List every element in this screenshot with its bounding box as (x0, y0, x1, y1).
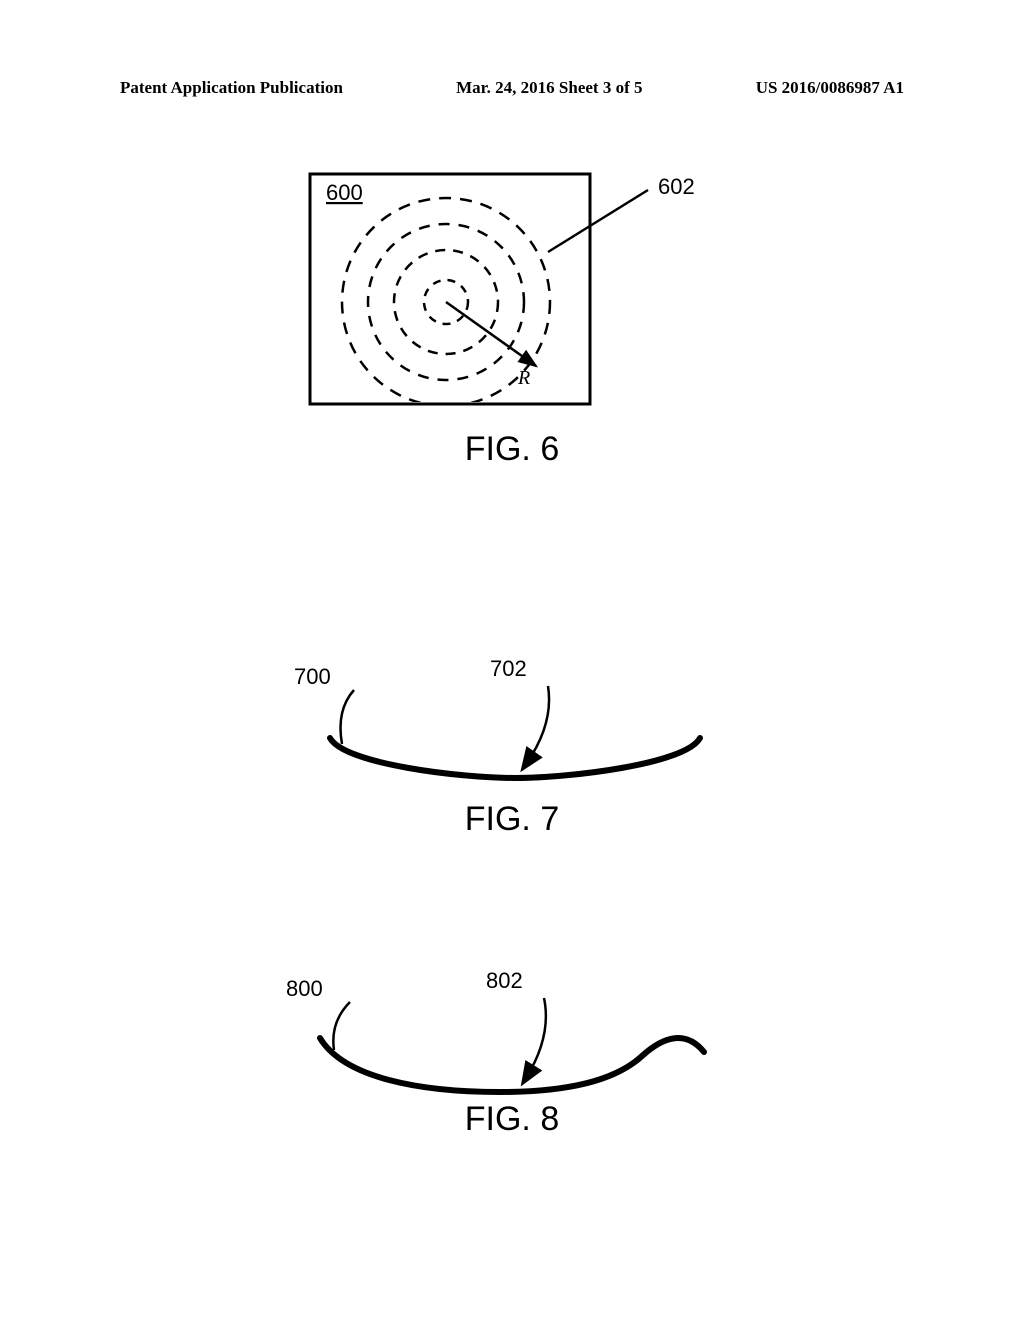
fig6-radius-label: R (517, 367, 530, 389)
fig8-leader-800 (333, 1002, 350, 1050)
fig8-arrow-802 (526, 998, 546, 1078)
fig6-callout-line (548, 190, 648, 252)
fig7-label-700: 700 (294, 664, 331, 689)
fig6-box-label: 600 (326, 180, 363, 205)
fig8-caption: FIG. 8 (412, 1100, 612, 1139)
fig8-label-802: 802 (486, 968, 523, 993)
fig7-curve (330, 738, 700, 778)
patent-page: Patent Application Publication Mar. 24, … (0, 0, 1024, 1320)
fig7-leader-700 (341, 690, 355, 744)
fig7-caption: FIG. 7 (412, 800, 612, 839)
figure-7: 700 702 (290, 640, 750, 800)
fig6-callout-label: 602 (658, 174, 695, 199)
fig7-arrow-702 (526, 686, 549, 764)
fig8-label-800: 800 (286, 976, 323, 1001)
page-header: Patent Application Publication Mar. 24, … (0, 78, 1024, 98)
header-left: Patent Application Publication (120, 78, 343, 98)
fig6-caption: FIG. 6 (412, 430, 612, 469)
figure-6: R 600 602 (290, 162, 710, 412)
header-right: US 2016/0086987 A1 (756, 78, 904, 98)
fig7-label-702: 702 (490, 656, 527, 681)
fig8-curve (320, 1038, 704, 1092)
header-center: Mar. 24, 2016 Sheet 3 of 5 (456, 78, 642, 98)
figure-8: 800 802 (280, 950, 760, 1110)
